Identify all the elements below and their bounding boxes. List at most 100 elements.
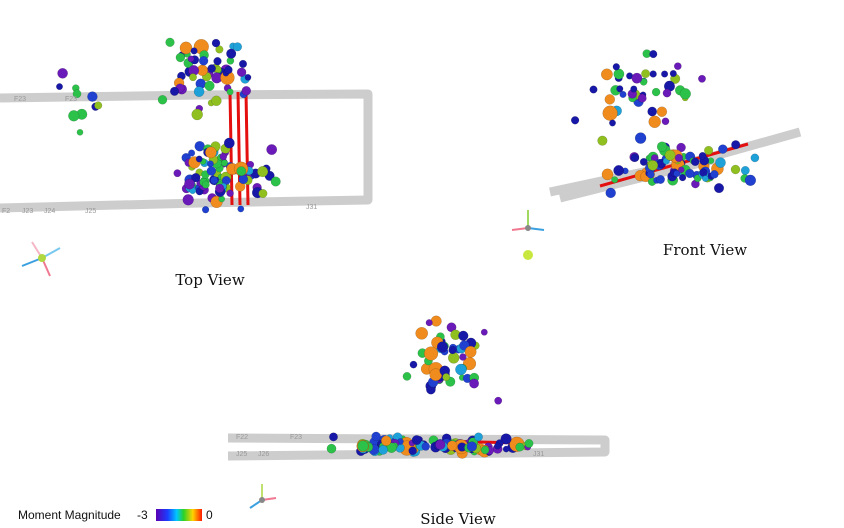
event-sphere	[94, 101, 103, 110]
event-sphere	[195, 155, 203, 163]
event-sphere	[258, 188, 268, 199]
event-sphere	[494, 442, 502, 450]
red-line	[228, 91, 234, 206]
event-sphere	[232, 42, 243, 52]
tunnel-label: J25	[85, 208, 96, 215]
event-sphere	[446, 440, 458, 451]
event-sphere	[165, 37, 175, 47]
event-sphere	[435, 439, 446, 450]
event-sphere	[191, 108, 203, 121]
red-line	[244, 91, 250, 206]
tunnel-label: F22	[236, 434, 248, 441]
event-sphere	[201, 206, 210, 214]
event-sphere	[436, 341, 449, 353]
event-sphere	[731, 140, 741, 150]
event-sphere	[702, 175, 709, 182]
event-sphere	[664, 149, 676, 161]
legend: Moment Magnitude -3 0	[18, 508, 213, 522]
event-sphere	[211, 95, 222, 107]
event-sphere	[730, 164, 741, 175]
event-sphere	[740, 166, 750, 175]
event-sphere	[685, 168, 695, 179]
top-tunnel	[0, 89, 373, 213]
event-sphere	[219, 152, 228, 161]
event-sphere	[241, 86, 252, 96]
event-sphere	[423, 346, 439, 361]
tunnel-label: F23	[290, 434, 302, 441]
event-sphere	[630, 153, 640, 163]
event-sphere	[631, 72, 643, 84]
event-sphere	[648, 115, 661, 129]
event-sphere	[238, 59, 248, 68]
event-sphere	[464, 345, 477, 358]
event-sphere	[750, 153, 760, 163]
event-sphere	[604, 94, 616, 105]
event-sphere	[371, 431, 381, 442]
event-sphere	[236, 67, 247, 77]
event-sphere	[502, 445, 510, 453]
event-sphere	[215, 183, 225, 194]
event-sphere	[639, 157, 648, 166]
event-sphere	[189, 73, 197, 82]
event-sphere	[500, 433, 512, 445]
event-sphere	[221, 176, 231, 185]
event-sphere	[673, 170, 681, 178]
event-sphere	[715, 157, 726, 168]
event-sphere	[68, 110, 80, 122]
event-sphere	[690, 157, 700, 167]
event-sphere	[56, 83, 63, 91]
event-sphere	[378, 445, 388, 455]
event-sphere	[198, 56, 209, 66]
event-sphere	[244, 74, 252, 81]
event-sphere	[237, 205, 245, 213]
tunnel-label: J31	[306, 204, 317, 211]
event-sphere	[600, 68, 613, 81]
event-sphere	[205, 146, 217, 159]
event-sphere	[609, 119, 616, 127]
tunnel-label: J25	[236, 451, 247, 458]
event-sphere	[474, 432, 483, 442]
event-sphere	[187, 55, 195, 63]
event-sphere	[421, 442, 431, 451]
event-sphere	[179, 41, 193, 55]
event-sphere	[72, 89, 82, 99]
legend-title: Moment Magnitude	[18, 508, 121, 522]
event-sphere	[226, 88, 234, 96]
legend-min: -3	[137, 508, 148, 522]
event-sphere	[613, 68, 625, 80]
event-sphere	[674, 153, 683, 162]
event-sphere	[646, 170, 655, 179]
event-sphere	[469, 378, 480, 389]
event-sphere	[415, 326, 429, 340]
event-sphere	[634, 132, 647, 144]
event-sphere	[207, 64, 216, 73]
tunnel-label: J24	[44, 208, 55, 215]
event-sphere	[570, 116, 580, 125]
event-sphere	[649, 50, 658, 59]
event-sphere	[589, 85, 598, 94]
event-sphere	[191, 172, 201, 183]
event-sphere	[480, 328, 488, 336]
event-sphere	[605, 187, 616, 199]
event-sphere	[57, 67, 68, 79]
event-sphere	[215, 45, 224, 54]
event-sphere	[458, 330, 469, 341]
event-sphere	[409, 360, 418, 369]
event-sphere	[718, 144, 728, 154]
event-sphere	[698, 151, 707, 160]
event-sphere	[651, 87, 661, 97]
event-sphere	[408, 446, 417, 456]
event-sphere	[602, 105, 618, 121]
event-sphere	[466, 441, 478, 452]
tunnel-label: F23	[65, 96, 77, 103]
tunnel-label: F2	[2, 208, 10, 215]
event-sphere	[193, 86, 205, 97]
event-sphere	[257, 166, 269, 178]
event-sphere	[656, 141, 668, 152]
event-sphere	[459, 353, 467, 361]
event-sphere	[182, 194, 194, 206]
event-sphere	[204, 80, 215, 91]
event-sphere	[661, 117, 670, 126]
event-sphere	[616, 85, 624, 93]
